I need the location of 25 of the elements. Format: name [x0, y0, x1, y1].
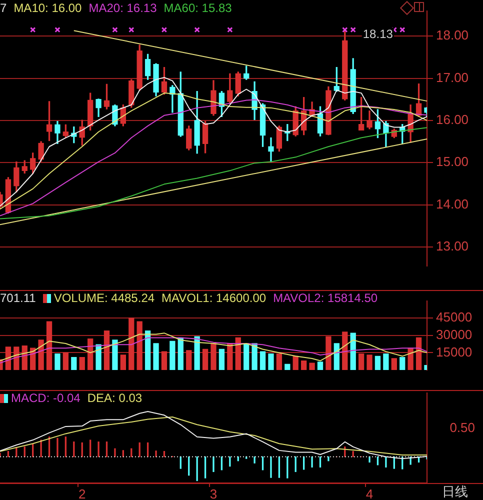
legend-label: VOLUME: 4485.24 [54, 291, 155, 305]
y-tick-label: 18.00 [436, 28, 469, 43]
legend-label: MACD: -0.04 [11, 391, 80, 405]
x-axis-title: 日线 [442, 484, 468, 500]
text: MA10: 16.00 [14, 1, 82, 15]
y-tick-label: 45000 [436, 310, 472, 325]
y-tick-label: 30000 [436, 326, 472, 342]
text: 0.50 [450, 420, 475, 435]
annotation: 701.11 [0, 291, 36, 305]
x-tick-label: 2 [78, 486, 86, 500]
text: MA60: 15.83 [164, 1, 232, 15]
text: MAVOL1: 14600.00 [162, 291, 266, 305]
y-tick-label: 15000 [436, 344, 472, 360]
text: MAVOL2: 15814.50 [273, 291, 378, 305]
y-tick-label: 13.00 [436, 238, 469, 254]
x-tick-label: 4 [366, 486, 374, 500]
x-tick-label: 3 [210, 486, 218, 500]
y-tick-label: 14.00 [436, 196, 469, 212]
text: MA20: 16.13 [88, 1, 157, 15]
annotation: 7 [0, 1, 7, 15]
y-tick-label: 15.00 [436, 154, 469, 170]
y-tick-label: 17.00 [436, 70, 469, 85]
y-tick-label: 16.00 [436, 112, 469, 128]
series-label: DEA: 0.03 [87, 391, 142, 405]
annotation: 18.13 [362, 26, 394, 41]
